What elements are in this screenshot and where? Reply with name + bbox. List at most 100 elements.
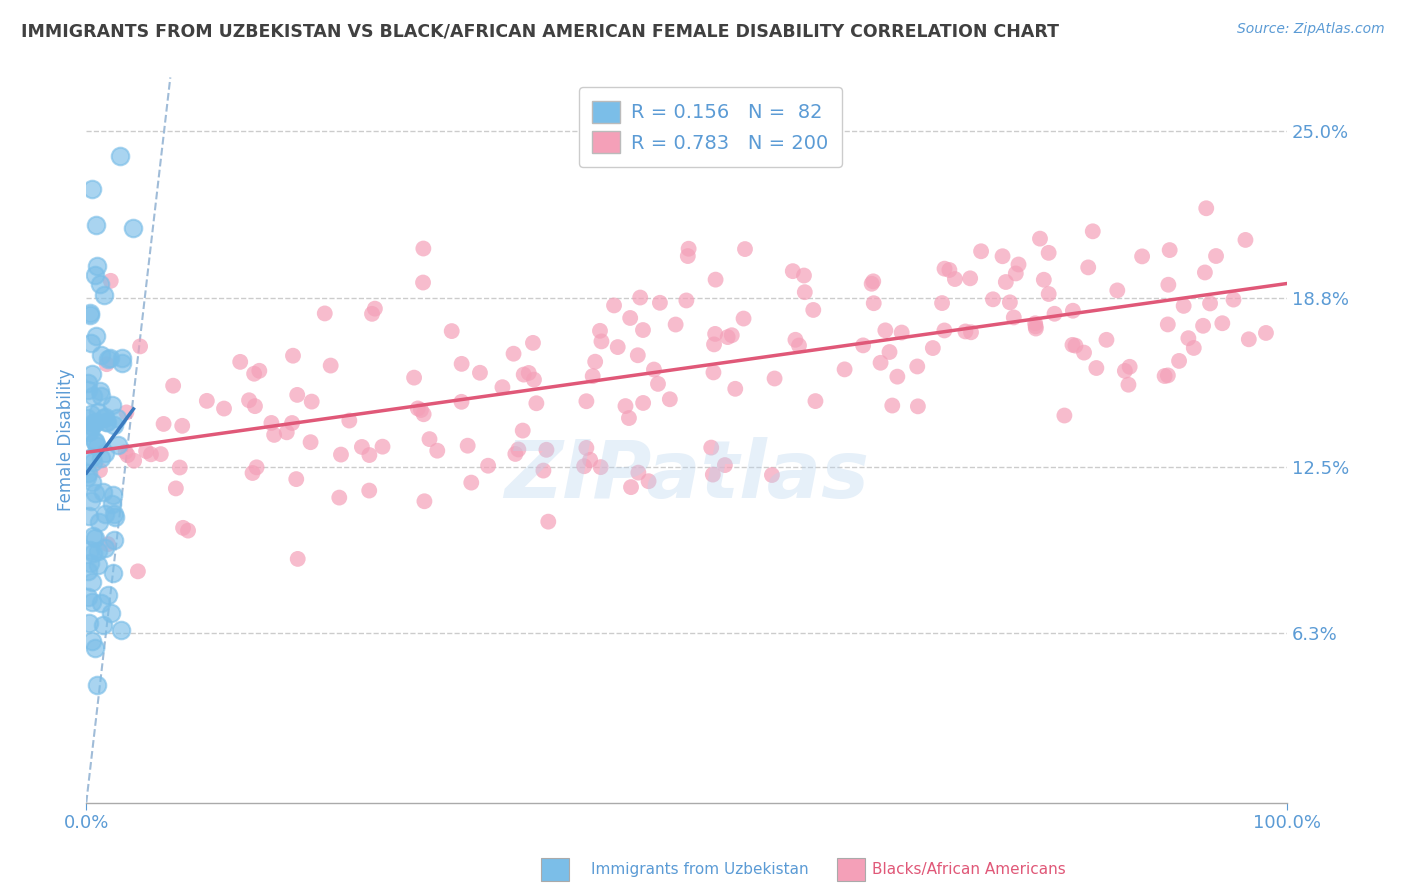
- Point: [77, 425, 100, 440]
- Point: [536, 442, 558, 457]
- Point: [678, 242, 700, 256]
- Point: [450, 357, 472, 371]
- Point: [412, 276, 434, 290]
- Point: [1157, 368, 1180, 383]
- Point: [1157, 318, 1180, 332]
- Point: [998, 295, 1021, 310]
- Point: [94, 541, 117, 555]
- Point: [89, 277, 111, 291]
- Point: [676, 249, 699, 263]
- Point: [960, 326, 983, 340]
- Point: [94, 508, 117, 522]
- Point: [96, 415, 118, 429]
- Point: [93, 446, 115, 460]
- Point: [631, 396, 654, 410]
- Point: [704, 326, 727, 341]
- Point: [129, 339, 152, 353]
- Point: [882, 399, 904, 413]
- Point: [460, 475, 482, 490]
- Point: [152, 417, 174, 431]
- Point: [647, 376, 669, 391]
- Point: [1194, 265, 1216, 279]
- Point: [658, 392, 681, 407]
- Point: [620, 480, 643, 494]
- Point: [614, 399, 637, 413]
- Point: [86, 415, 108, 429]
- Point: [404, 370, 426, 384]
- Point: [1077, 260, 1099, 275]
- Legend: R = 0.156   N =  82, R = 0.783   N = 200: R = 0.156 N = 82, R = 0.783 N = 200: [579, 87, 842, 167]
- Point: [572, 459, 595, 474]
- Point: [994, 275, 1017, 289]
- Point: [1195, 201, 1218, 215]
- Point: [229, 355, 252, 369]
- Point: [359, 448, 381, 462]
- Point: [79, 557, 101, 571]
- Point: [103, 533, 125, 547]
- Point: [734, 242, 756, 256]
- Point: [84, 329, 107, 343]
- Point: [104, 510, 127, 524]
- Point: [921, 341, 943, 355]
- Point: [79, 407, 101, 421]
- Point: [1053, 409, 1076, 423]
- Point: [97, 588, 120, 602]
- Point: [875, 323, 897, 337]
- Point: [1168, 354, 1191, 368]
- Point: [91, 485, 114, 500]
- Point: [82, 574, 104, 589]
- Point: [77, 376, 100, 390]
- Point: [90, 348, 112, 362]
- Point: [285, 472, 308, 486]
- Point: [84, 640, 107, 655]
- Point: [418, 432, 440, 446]
- Point: [276, 425, 298, 440]
- Point: [931, 296, 953, 310]
- Point: [117, 448, 139, 462]
- Point: [84, 219, 107, 233]
- Point: [1085, 361, 1108, 376]
- Point: [1182, 341, 1205, 355]
- Point: [720, 328, 742, 343]
- Point: [77, 509, 100, 524]
- Point: [77, 564, 100, 578]
- Point: [114, 445, 136, 459]
- Point: [1107, 284, 1129, 298]
- Point: [787, 338, 810, 352]
- Point: [247, 364, 270, 378]
- Point: [103, 418, 125, 433]
- Point: [1118, 359, 1140, 374]
- Point: [301, 394, 323, 409]
- Point: [79, 306, 101, 320]
- Point: [1130, 249, 1153, 263]
- Point: [793, 268, 815, 283]
- Point: [108, 149, 131, 163]
- Point: [1062, 338, 1084, 352]
- Point: [413, 494, 436, 508]
- Point: [1173, 299, 1195, 313]
- Point: [100, 497, 122, 511]
- Point: [468, 366, 491, 380]
- Point: [763, 371, 786, 385]
- Point: [76, 591, 98, 605]
- Point: [80, 595, 103, 609]
- Point: [1234, 233, 1257, 247]
- Point: [512, 368, 534, 382]
- Point: [1157, 277, 1180, 292]
- Point: [589, 324, 612, 338]
- Point: [801, 302, 824, 317]
- Point: [412, 407, 434, 421]
- Point: [533, 464, 555, 478]
- Point: [862, 274, 884, 288]
- Point: [82, 455, 104, 469]
- Point: [87, 558, 110, 572]
- Point: [86, 678, 108, 692]
- Point: [502, 347, 524, 361]
- Point: [82, 416, 104, 430]
- Point: [1004, 267, 1026, 281]
- Point: [1118, 377, 1140, 392]
- Point: [76, 411, 98, 425]
- Point: [522, 335, 544, 350]
- Point: [76, 466, 98, 480]
- Point: [619, 310, 641, 325]
